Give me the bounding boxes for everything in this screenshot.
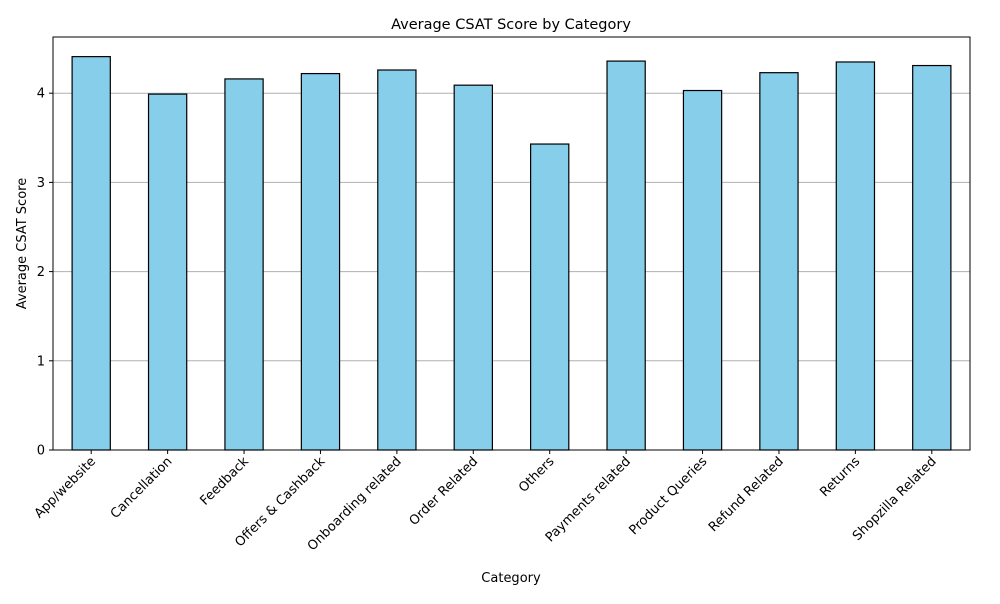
grid-layer xyxy=(53,92,970,451)
y-axis-label: Average CSAT Score xyxy=(15,178,30,309)
bar-6 xyxy=(530,143,570,451)
bar-7 xyxy=(606,60,646,451)
bar-9 xyxy=(759,72,799,451)
chart-title: Average CSAT Score by Category xyxy=(391,17,631,33)
x-tick-label-5: Order Related xyxy=(407,454,482,529)
y-tick-label-3: 3 xyxy=(37,176,45,191)
x-tick-label-2: Feedback xyxy=(197,454,252,509)
x-tick-label-11: Shopzilla Related xyxy=(850,454,940,544)
bar-8 xyxy=(682,89,723,451)
x-axis-label: Category xyxy=(481,571,541,586)
bar-10 xyxy=(835,61,876,451)
bar-0 xyxy=(71,56,111,451)
bar-3 xyxy=(300,72,341,451)
y-tick-label-0: 0 xyxy=(37,444,45,459)
plot-area-frame xyxy=(52,36,971,451)
x-tick-label-1: Cancellation xyxy=(108,454,176,522)
x-tick-label-0: App/website xyxy=(32,454,99,521)
y-axis: 0 1 2 3 4 xyxy=(37,87,53,459)
x-tick-label-7: Payments related xyxy=(543,454,634,545)
x-tick-label-10: Returns xyxy=(817,454,863,500)
bars-layer xyxy=(71,56,952,451)
bar-5 xyxy=(453,84,493,451)
bar-1 xyxy=(147,93,188,451)
bar-2 xyxy=(224,78,264,451)
x-tick-label-8: Product Queries xyxy=(626,454,710,538)
y-tick-label-1: 1 xyxy=(37,354,45,369)
bar-11 xyxy=(912,64,952,451)
y-tick-label-2: 2 xyxy=(37,265,45,280)
x-tick-label-6: Others xyxy=(516,454,558,496)
bar-4 xyxy=(377,69,417,451)
x-tick-label-9: Refund Related xyxy=(706,454,787,535)
y-tick-label-4: 4 xyxy=(37,87,45,102)
